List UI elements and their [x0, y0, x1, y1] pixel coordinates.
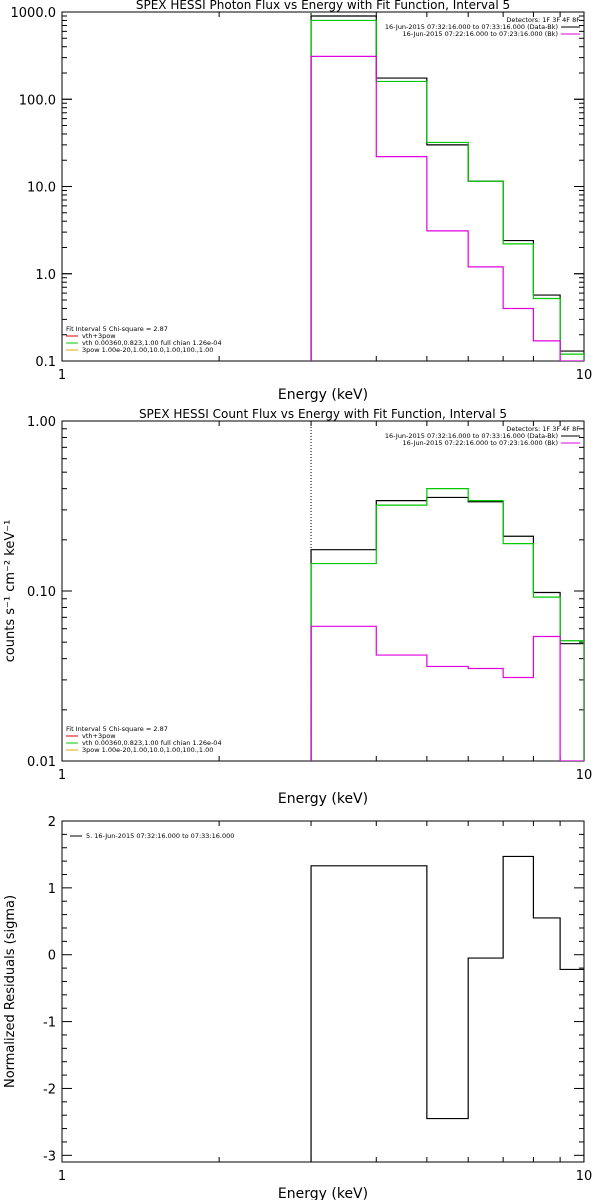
y-tick-label: 0	[48, 949, 56, 964]
legend-legend_left: Fit Interval 5 Chi-square = 2.87vth+3pow…	[66, 325, 222, 354]
legend-header: Fit Interval 5 Chi-square = 2.87	[66, 725, 168, 733]
legend-legend_left: 5. 16-Jun-2015 07:32:16.000 to 07:33:16.…	[70, 832, 234, 840]
legend-label: 3pow 1.00e-20,1.00,10.0,1.00,100.,1.00	[82, 746, 213, 754]
series-3-step-line	[310, 55, 584, 361]
legend-legend_left: Fit Interval 5 Chi-square = 2.87vth+3pow…	[66, 725, 222, 754]
x-tick-label: 10	[576, 768, 593, 783]
x-tick-label: 10	[576, 1169, 593, 1184]
y-axis: 0.01 0.10 1.00	[27, 415, 584, 770]
legend-label: vth+3pow	[82, 732, 116, 740]
x-tick-label: 1	[58, 768, 66, 783]
series-1-step-line	[310, 496, 584, 761]
x-axis-label: Energy (keV)	[278, 387, 368, 403]
y-axis: 0.1 1.0 10.0 100.0 1000.0	[11, 6, 584, 370]
series-2-step-line	[310, 19, 584, 361]
y-tick-label: -3	[43, 1149, 56, 1164]
y-tick-label: 2	[48, 815, 56, 830]
y-tick-label: 0.01	[27, 755, 56, 770]
y-tick-label: 0.10	[27, 585, 56, 600]
legend-header: Fit Interval 5 Chi-square = 2.87	[66, 325, 168, 333]
x-axis-label: Energy (keV)	[278, 1186, 368, 1200]
plot-area	[310, 421, 584, 761]
series-3-step-line	[310, 625, 584, 761]
legend-label: 5. 16-Jun-2015 07:32:16.000 to 07:33:16.…	[86, 832, 234, 840]
series-1-step-line	[310, 855, 584, 1162]
x-tick-label: 1	[58, 368, 66, 383]
legend-label: vth 0.00360,0.823,1.00 full chian 1.26e-…	[82, 339, 222, 347]
y-tick-label: 1.00	[27, 415, 56, 430]
chart-panel-1: 1 10 0.1 1.0 10.0 100.0 1000.0 SPEX HESSI Photo…	[11, 0, 593, 403]
x-axis: 1 10	[58, 821, 592, 1184]
series-2-step-line	[310, 488, 584, 761]
legend-header: Detectors: 1F 3F 4F 8F	[506, 16, 580, 24]
legend-label: vth+3pow	[82, 332, 116, 340]
y-tick-label: 0.1	[35, 355, 56, 370]
plot-area	[310, 855, 584, 1162]
x-tick-label: 1	[58, 1169, 66, 1184]
y-axis-label: counts s⁻¹ cm⁻² keV⁻¹	[3, 520, 18, 663]
x-axis: 1 10	[58, 12, 592, 383]
plot-frame	[61, 420, 585, 762]
y-tick-label: -2	[43, 1082, 56, 1097]
series-1-step-line	[310, 15, 584, 361]
plot-area	[310, 12, 584, 361]
legend-label: 16-Jun-2015 07:22:16.000 to 07:23:16.000…	[403, 30, 558, 38]
y-tick-label: 100.0	[19, 93, 56, 108]
legend-header: Detectors: 1F 3F 4F 8F	[506, 425, 580, 433]
legend-label: 16-Jun-2015 07:32:16.000 to 07:33:16.000…	[385, 432, 558, 440]
y-tick-label: 1.0	[35, 268, 56, 283]
y-tick-label: -1	[43, 1016, 56, 1031]
y-axis-label: Normalized Residuals (sigma)	[3, 895, 18, 1088]
x-tick-label: 10	[576, 368, 593, 383]
y-axis: -3 -2 -1 0 1 2	[43, 815, 584, 1164]
chart-title: SPEX HESSI Count Flux vs Energy with Fit…	[139, 407, 507, 421]
chart-title: SPEX HESSI Photon Flux vs Energy with Fi…	[136, 0, 510, 12]
x-axis-label: Energy (keV)	[278, 791, 368, 807]
y-tick-label: 1000.0	[11, 6, 57, 21]
y-tick-label: 1	[48, 882, 56, 897]
chart-panel-3: 1 10 -3 -2 -1 0 1 2 Energy (keV) Normalized Resid…	[3, 815, 592, 1200]
legend-label: 3pow 1.00e-20,1.00,10.0,1.00,100.,1.00	[82, 346, 213, 354]
legend-label: 16-Jun-2015 07:32:16.000 to 07:33:16.000…	[385, 23, 558, 31]
plot-frame	[61, 820, 585, 1163]
y-tick-label: 10.0	[27, 181, 56, 196]
legend-label: 16-Jun-2015 07:22:16.000 to 07:23:16.000…	[403, 439, 558, 447]
legend-label: vth 0.00360,0.823,1.00 full chian 1.26e-…	[82, 739, 222, 747]
chart-panel-2: 1 10 0.01 0.10 1.00 SPEX HESSI Count Flux vs …	[3, 407, 592, 807]
